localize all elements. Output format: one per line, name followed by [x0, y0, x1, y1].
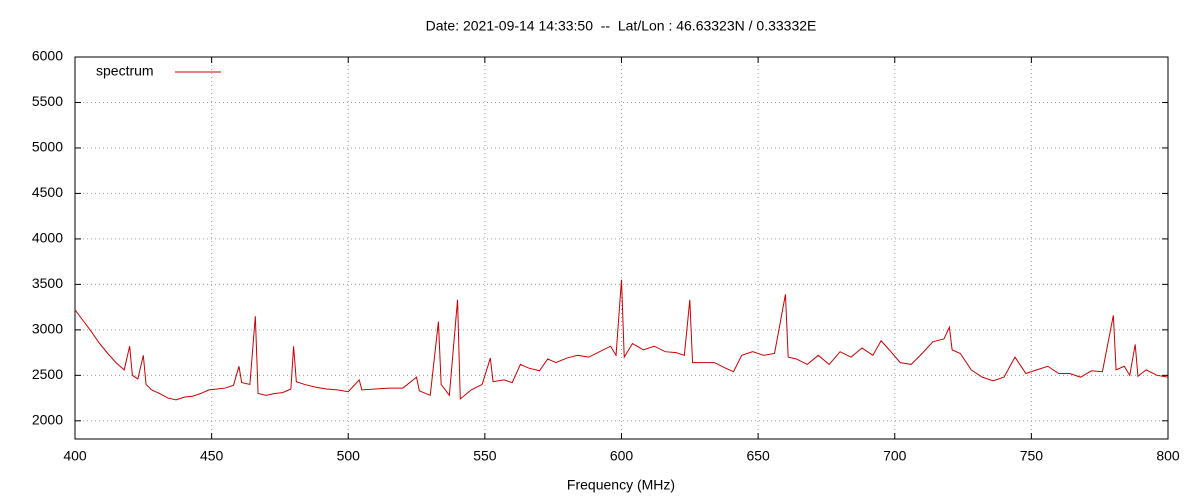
y-tick-label: 3500 — [32, 275, 63, 291]
y-tick-label: 3000 — [32, 321, 63, 337]
y-tick-label: 2500 — [32, 366, 63, 382]
x-tick-label: 700 — [883, 448, 907, 464]
y-tick-label: 6000 — [32, 48, 63, 64]
x-tick-label: 650 — [746, 448, 770, 464]
legend-label: spectrum — [96, 63, 154, 79]
x-tick-label: 400 — [63, 448, 87, 464]
y-tick-label: 4000 — [32, 230, 63, 246]
x-tick-label: 500 — [337, 448, 361, 464]
x-tick-label: 450 — [200, 448, 224, 464]
y-tick-label: 5000 — [32, 139, 63, 155]
y-tick-label: 5500 — [32, 93, 63, 109]
plot-border — [74, 56, 1169, 440]
x-tick-label: 600 — [610, 448, 634, 464]
y-tick-label: 2000 — [32, 412, 63, 428]
x-tick-label: 550 — [473, 448, 497, 464]
x-tick-label: 800 — [1156, 448, 1180, 464]
y-tick-label: 4500 — [32, 184, 63, 200]
chart-title: Date: 2021-09-14 14:33:50 -- Lat/Lon : 4… — [426, 18, 817, 34]
x-axis-label: Frequency (MHz) — [567, 477, 675, 493]
x-tick-label: 750 — [1020, 448, 1044, 464]
series-line — [74, 279, 1169, 401]
